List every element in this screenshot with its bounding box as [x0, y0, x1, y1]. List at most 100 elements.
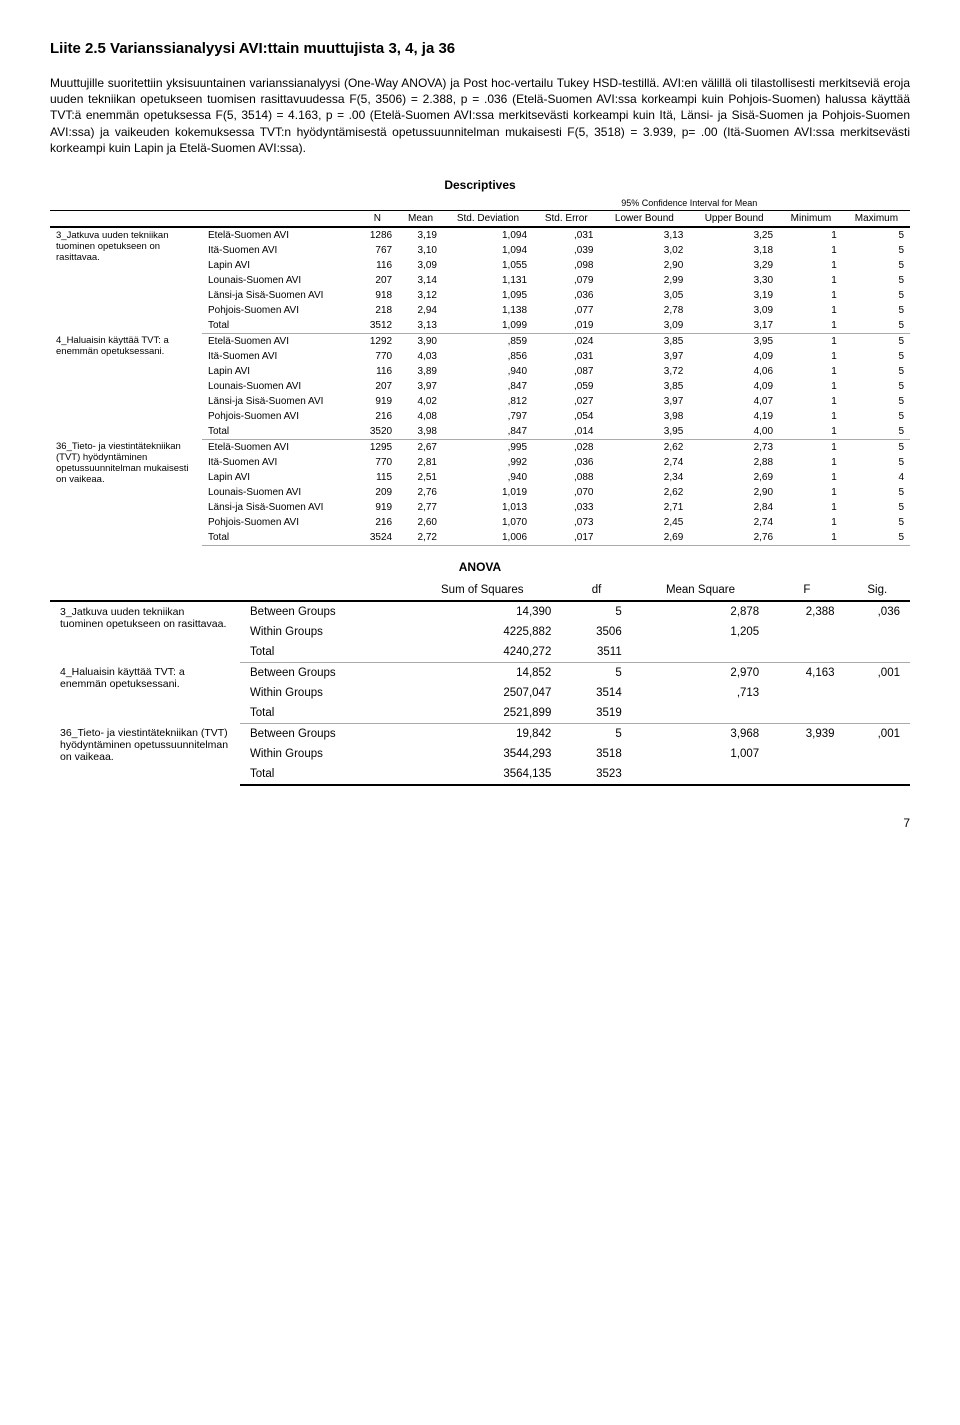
row-label: Lapin AVI: [202, 364, 357, 379]
cell: 3523: [561, 764, 631, 785]
cell: 1: [779, 409, 843, 424]
cell: 216: [357, 409, 399, 424]
cell: 1295: [357, 439, 399, 455]
row-label: Lounais-Suomen AVI: [202, 379, 357, 394]
cell: 2521,899: [403, 703, 561, 724]
cell: ,940: [443, 470, 533, 485]
cell: [845, 764, 910, 785]
cell: [845, 642, 910, 663]
row-label: Etelä-Suomen AVI: [202, 333, 357, 349]
cell: 919: [357, 394, 399, 409]
cell: 3,90: [398, 333, 443, 349]
cell: 5: [561, 601, 631, 622]
cell: 3,19: [689, 288, 779, 303]
cell: ,992: [443, 455, 533, 470]
cell: 4,07: [689, 394, 779, 409]
cell: [632, 764, 769, 785]
cell: 2,34: [599, 470, 689, 485]
cell: 3514: [561, 683, 631, 703]
cell: 209: [357, 485, 399, 500]
cell: 5: [561, 723, 631, 744]
row-label: Lounais-Suomen AVI: [202, 485, 357, 500]
cell: ,033: [533, 500, 599, 515]
cell: 19,842: [403, 723, 561, 744]
cell: 5: [843, 409, 910, 424]
cell: 2,388: [769, 601, 844, 622]
anova-title: ANOVA: [50, 560, 910, 574]
col-header: Maximum: [843, 210, 910, 227]
cell: 3,85: [599, 333, 689, 349]
cell: 3,17: [689, 318, 779, 334]
cell: 3,05: [599, 288, 689, 303]
cell: 1: [779, 515, 843, 530]
cell: ,059: [533, 379, 599, 394]
cell: 5: [843, 243, 910, 258]
cell: 216: [357, 515, 399, 530]
cell: ,024: [533, 333, 599, 349]
row-label: Lapin AVI: [202, 258, 357, 273]
cell: 3,97: [398, 379, 443, 394]
cell: 3,13: [398, 318, 443, 334]
cell: 2,99: [599, 273, 689, 288]
cell: 3,09: [599, 318, 689, 334]
cell: 4,03: [398, 349, 443, 364]
row-label: Total: [202, 530, 357, 546]
cell: ,014: [533, 424, 599, 440]
col-header: Lower Bound: [599, 210, 689, 227]
cell: ,001: [845, 723, 910, 744]
cell: 5: [843, 364, 910, 379]
cell: 3518: [561, 744, 631, 764]
row-label: Länsi-ja Sisä-Suomen AVI: [202, 394, 357, 409]
cell: 3,97: [599, 394, 689, 409]
cell: 4225,882: [403, 622, 561, 642]
cell: 1: [779, 394, 843, 409]
cell: [845, 703, 910, 724]
cell: 1: [779, 303, 843, 318]
cell: 2,84: [689, 500, 779, 515]
cell: 3520: [357, 424, 399, 440]
row-label: Total: [240, 703, 403, 724]
row-label: Total: [240, 764, 403, 785]
cell: 1,094: [443, 243, 533, 258]
cell: ,031: [533, 349, 599, 364]
cell: 1: [779, 273, 843, 288]
cell: 2,90: [689, 485, 779, 500]
cell: ,847: [443, 424, 533, 440]
cell: 1,070: [443, 515, 533, 530]
cell: 2507,047: [403, 683, 561, 703]
col-header: Sig.: [845, 580, 910, 601]
cell: 2,81: [398, 455, 443, 470]
cell: 5: [843, 439, 910, 455]
cell: 5: [843, 500, 910, 515]
cell: 2,76: [689, 530, 779, 546]
cell: ,027: [533, 394, 599, 409]
cell: 1: [779, 258, 843, 273]
cell: 1,138: [443, 303, 533, 318]
cell: 770: [357, 349, 399, 364]
cell: 1: [779, 485, 843, 500]
row-label: Itä-Suomen AVI: [202, 349, 357, 364]
cell: 3,18: [689, 243, 779, 258]
row-label: Länsi-ja Sisä-Suomen AVI: [202, 500, 357, 515]
cell: 2,62: [599, 485, 689, 500]
cell: 3,97: [599, 349, 689, 364]
cell: 2,69: [599, 530, 689, 546]
cell: ,039: [533, 243, 599, 258]
row-label: Between Groups: [240, 662, 403, 683]
row-label: Within Groups: [240, 622, 403, 642]
body-paragraph: Muuttujille suoritettiin yksisuuntainen …: [50, 75, 910, 156]
row-label: Total: [202, 318, 357, 334]
cell: ,036: [845, 601, 910, 622]
cell: 1,094: [443, 227, 533, 243]
cell: [769, 622, 844, 642]
cell: 918: [357, 288, 399, 303]
row-label: Within Groups: [240, 744, 403, 764]
ci-header: 95% Confidence Interval for Mean: [599, 196, 779, 211]
cell: 4,02: [398, 394, 443, 409]
cell: 5: [843, 455, 910, 470]
group-label: 36_Tieto- ja viestintätekniikan (TVT) hy…: [50, 723, 240, 785]
cell: 1: [779, 349, 843, 364]
cell: ,940: [443, 364, 533, 379]
cell: ,995: [443, 439, 533, 455]
cell: ,031: [533, 227, 599, 243]
